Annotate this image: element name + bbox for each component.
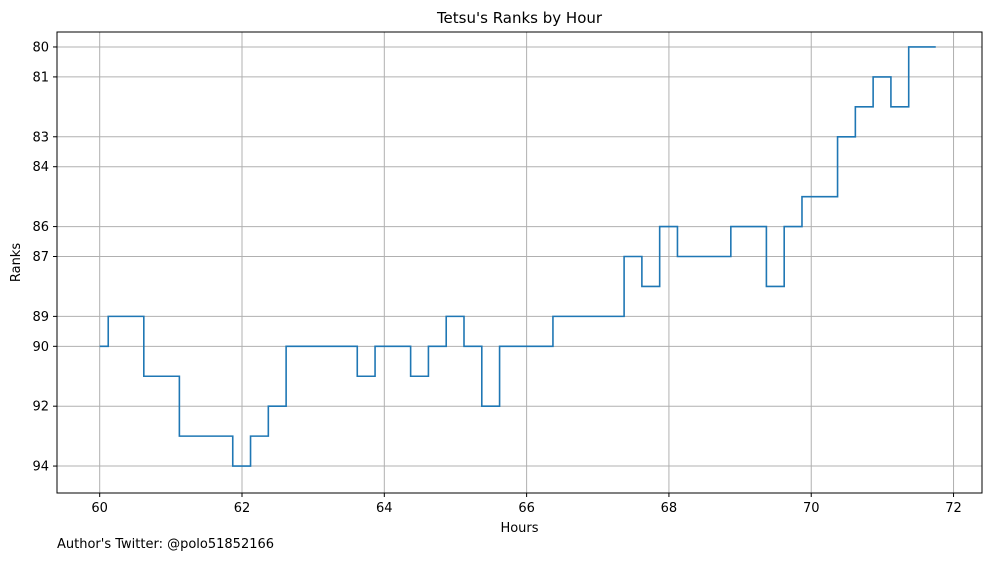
y-tick-label: 94 [32,460,49,475]
y-axis-label: Ranks [9,243,24,282]
x-tick-label: 70 [803,501,820,516]
x-axis-label: Hours [500,521,538,536]
x-tick-label: 72 [945,501,962,516]
chart-title: Tetsu's Ranks by Hour [436,9,603,27]
grid [57,32,982,493]
x-ticks: 60 62 64 66 68 70 72 [91,493,962,516]
y-tick-label: 87 [32,250,49,265]
x-tick-label: 68 [661,501,678,516]
x-tick-label: 66 [518,501,535,516]
series-group [99,46,936,467]
x-tick-label: 64 [376,501,393,516]
y-tick-label: 86 [32,220,49,235]
y-tick-label: 92 [32,400,49,415]
x-tick-label: 60 [91,501,108,516]
y-ticks: 80 81 83 84 86 87 89 90 92 94 [32,40,57,475]
author-footer: Author's Twitter: @polo51852166 [57,537,275,552]
x-tick-label: 62 [234,501,251,516]
y-tick-label: 81 [32,70,49,85]
plot-frame [56,31,983,494]
y-tick-label: 80 [32,40,49,55]
y-tick-label: 90 [32,340,49,355]
y-tick-label: 84 [32,160,49,175]
y-tick-label: 83 [32,130,49,145]
series-line-rank [99,46,936,467]
y-tick-label: 89 [32,310,49,325]
